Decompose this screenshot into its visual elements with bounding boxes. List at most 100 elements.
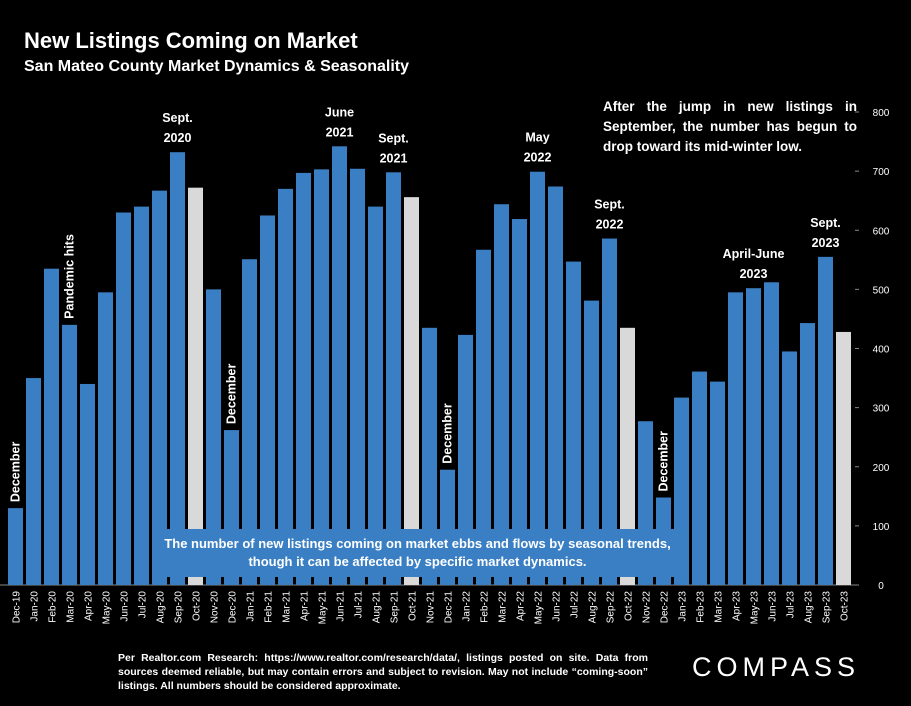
x-tick-label: Oct-20: [192, 591, 203, 621]
x-tick-label: Apr-20: [84, 591, 95, 621]
bar: [206, 289, 221, 585]
x-tick-label: Dec-20: [228, 591, 239, 624]
bar: [458, 334, 473, 585]
bar: [584, 300, 599, 585]
bar: [98, 292, 113, 585]
x-tick-label: Nov-21: [426, 591, 437, 624]
bar: [494, 204, 509, 586]
y-axis-labels: 0 100 200 300 400 500 600 700 800: [873, 108, 890, 592]
x-tick-label: Mar-20: [66, 591, 77, 623]
bar: [782, 351, 797, 585]
x-tick-label: Apr-23: [732, 591, 743, 621]
compass-logo: COMPASS: [692, 652, 861, 682]
annotation: April-June 2023: [723, 247, 785, 281]
bar: [422, 327, 437, 585]
bar: [764, 282, 779, 585]
x-tick-label: Mar-23: [714, 591, 725, 623]
y-tick-label: 800: [873, 108, 890, 119]
chart-subtitle: San Mateo County Market Dynamics & Seaso…: [24, 58, 409, 75]
bar: [350, 168, 365, 585]
x-tick-label: Jul-21: [354, 591, 365, 619]
y-tick-label: 0: [878, 581, 884, 592]
x-tick-label: May-20: [102, 591, 113, 625]
x-tick-label: Feb-21: [264, 591, 275, 623]
x-tick-label: Aug-23: [804, 591, 815, 624]
bar: [404, 197, 419, 585]
bar: [296, 172, 311, 585]
bar: [314, 169, 329, 585]
x-tick-label: Feb-20: [48, 591, 59, 623]
bar: [620, 327, 635, 585]
bar: [476, 249, 491, 586]
x-tick-label: Aug-21: [372, 591, 383, 624]
x-axis-labels: Dec-19 Jan-20 Feb-20 Mar-20 Apr-20 May-20 Jun-…: [12, 591, 851, 625]
bar: [134, 206, 149, 585]
x-tick-label: Aug-20: [156, 591, 167, 624]
bar: [566, 261, 581, 585]
x-tick-label: Jan-22: [462, 591, 473, 622]
bar: [692, 371, 707, 585]
x-tick-label: Dec-19: [12, 591, 23, 624]
bar: [530, 171, 545, 585]
x-tick-label: May-22: [534, 591, 545, 625]
bar: [26, 378, 41, 585]
summary-banner: The number of new listings coming on mar…: [153, 529, 682, 577]
x-tick-label: Oct-21: [408, 591, 419, 621]
bar: [278, 188, 293, 586]
x-tick-label: Mar-21: [282, 591, 293, 623]
x-tick-label: Apr-22: [516, 591, 527, 621]
x-tick-label: Mar-22: [498, 591, 509, 623]
x-tick-label: Oct-23: [840, 591, 851, 621]
y-tick-label: 300: [873, 404, 890, 415]
callout-text: After the jump in new listings in Septem…: [603, 99, 857, 154]
y-tick-label: 100: [873, 522, 890, 533]
chart-title: New Listings Coming on Market: [24, 28, 358, 53]
x-tick-label: Jun-22: [552, 591, 563, 622]
y-tick-label: 700: [873, 167, 890, 178]
annotation: December: [657, 431, 671, 492]
bar: [332, 146, 347, 586]
annotation: Sept. 2022: [594, 198, 625, 232]
x-tick-label: Feb-23: [696, 591, 707, 623]
x-tick-label: Jan-23: [678, 591, 689, 622]
bar: [260, 215, 275, 585]
bars: [8, 146, 851, 586]
x-tick-label: Sep-20: [174, 591, 185, 624]
bar: [152, 190, 167, 586]
x-tick-label: Sep-21: [390, 591, 401, 624]
bar: [548, 186, 563, 585]
bar: [242, 259, 257, 585]
bar: [836, 331, 851, 585]
bar: [44, 268, 59, 585]
annotation: Pandemic hits: [63, 234, 77, 319]
x-tick-label: Jul-23: [786, 591, 797, 619]
y-tick-label: 600: [873, 226, 890, 237]
x-tick-label: Jun-21: [336, 591, 347, 622]
bar: [368, 206, 383, 585]
bar: [512, 219, 527, 586]
bar: [728, 292, 743, 585]
x-tick-label: Jan-21: [246, 591, 257, 622]
x-tick-label: Nov-20: [210, 591, 221, 624]
annotation: Sept. 2023: [810, 216, 841, 250]
bar: [602, 238, 617, 585]
source-note: Per Realtor.com Research: https://www.re…: [118, 652, 648, 692]
annotation: June 2021: [325, 105, 354, 139]
annotation: December: [441, 403, 455, 464]
x-tick-label: Jul-20: [138, 591, 149, 619]
annotation: May 2022: [524, 131, 552, 165]
x-tick-label: Jun-20: [120, 591, 131, 622]
bar: [746, 288, 761, 585]
x-tick-label: May-23: [750, 591, 761, 625]
bar: [116, 212, 131, 585]
x-tick-label: Oct-22: [624, 591, 635, 621]
bar: [170, 152, 185, 585]
annotation: December: [9, 442, 23, 503]
x-tick-label: Dec-21: [444, 591, 455, 624]
x-tick-label: Jul-22: [570, 591, 581, 619]
y-tick-label: 500: [873, 285, 890, 296]
x-tick-label: Sep-22: [606, 591, 617, 624]
x-tick-label: Sep-23: [822, 591, 833, 624]
bar: [818, 256, 833, 585]
x-tick-label: Apr-21: [300, 591, 311, 621]
